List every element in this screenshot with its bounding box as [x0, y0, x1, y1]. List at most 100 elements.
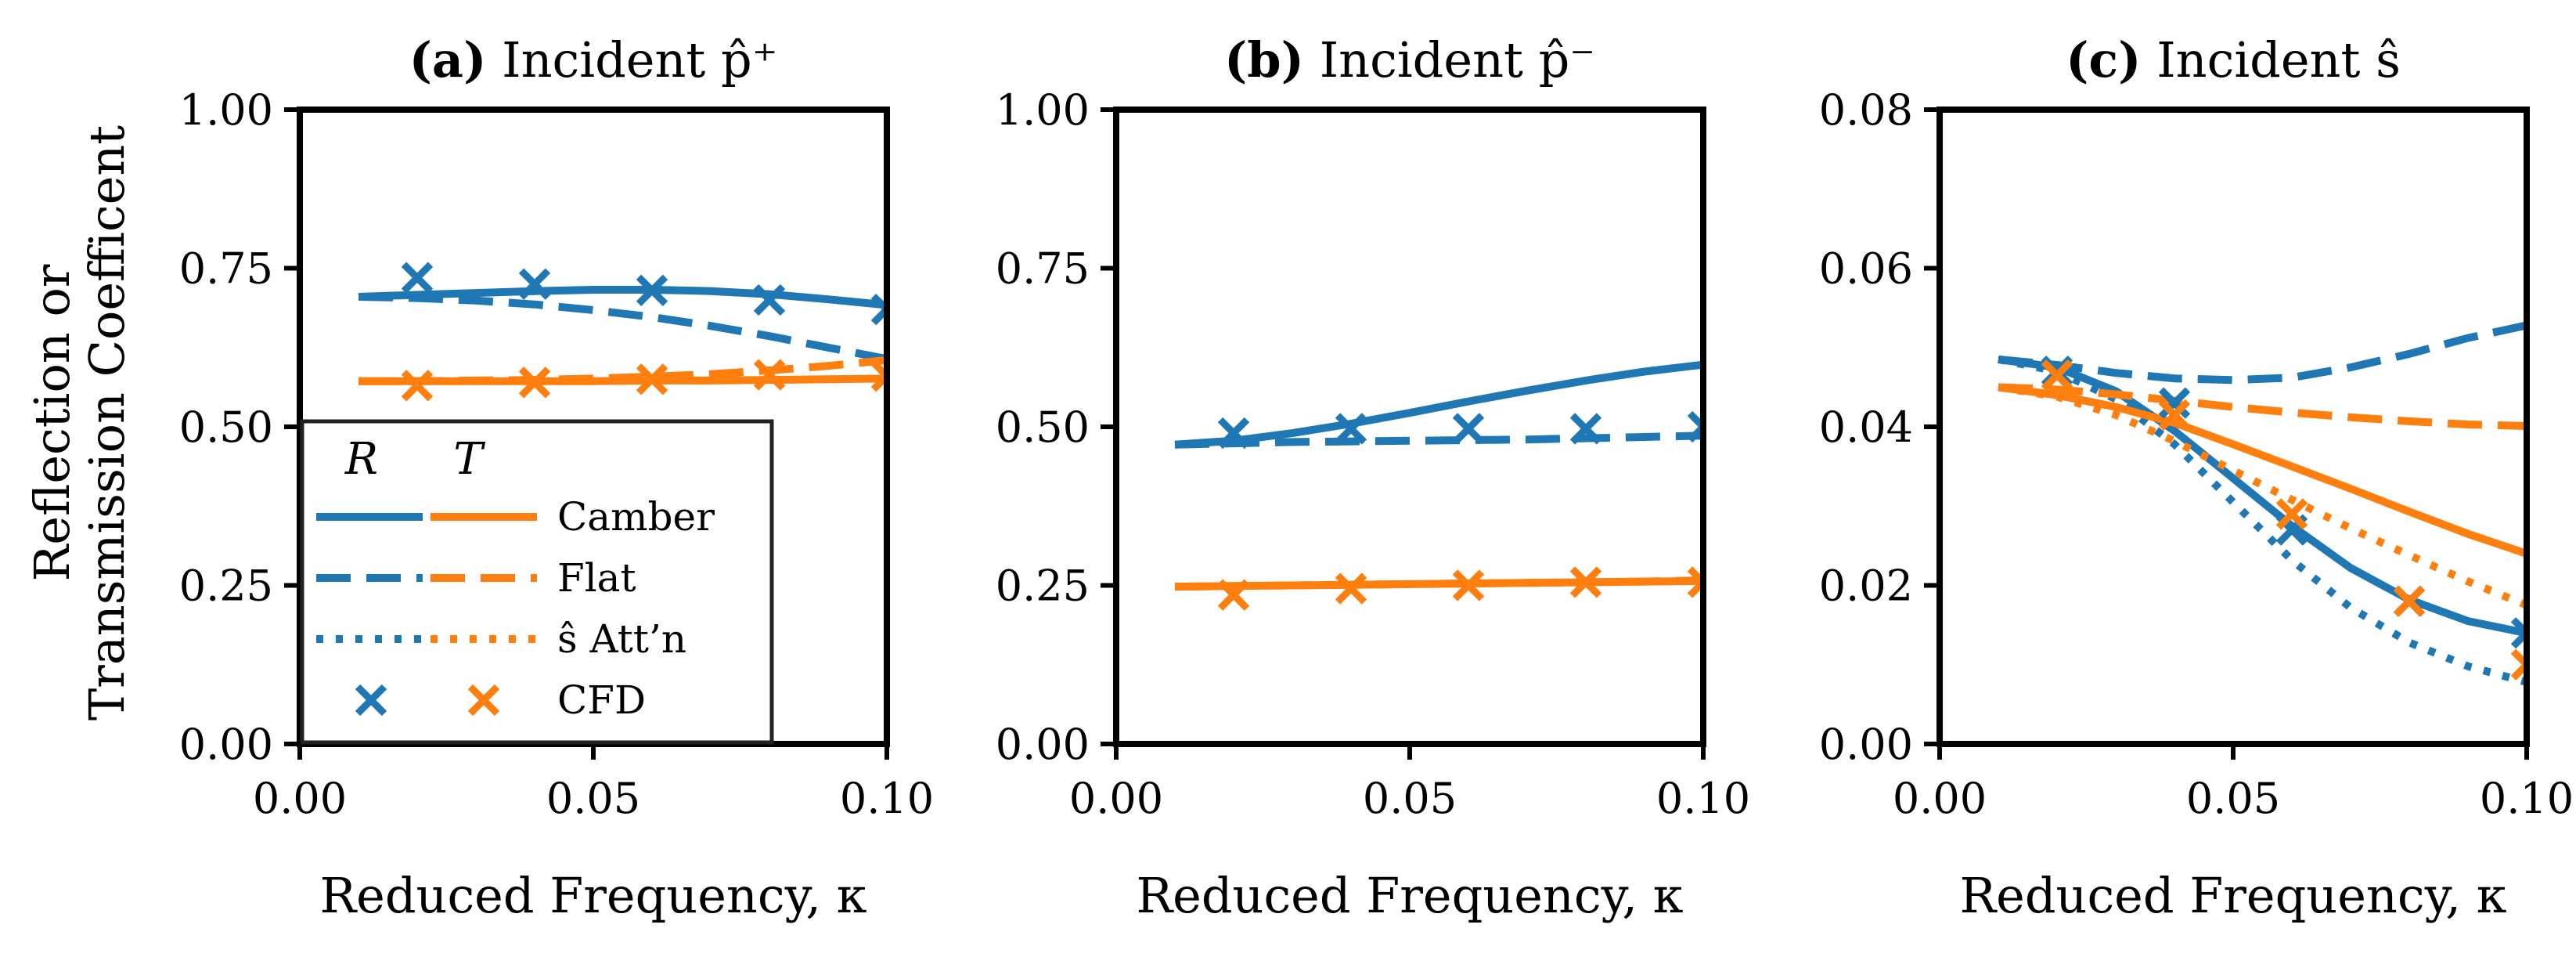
x-tick-label: 0.05: [1363, 774, 1457, 823]
legend-label: CFD: [557, 677, 646, 723]
legend-marker-transmission: [467, 684, 500, 717]
y-tick-label: 0.00: [179, 720, 273, 769]
y-tick-label: 0.04: [1819, 403, 1913, 452]
legend-header-transmission: T: [453, 434, 485, 485]
series-line: [1998, 355, 2527, 637]
cfd-marker-stroke-b: [1569, 566, 1602, 598]
series-line: [1998, 321, 2527, 385]
cfd-marker-stroke-b: [636, 363, 668, 395]
cfd-marker-stroke-b: [1335, 572, 1367, 605]
y-tick-label: 1.00: [179, 85, 273, 135]
cfd-marker: [401, 370, 434, 402]
cfd-marker-stroke-b: [1452, 413, 1485, 445]
series-line: [1174, 360, 1703, 449]
panel-b: (b) Incident p̂⁻ 0.00 0.25 0.50 0.75 1.00 0.00…: [996, 31, 1750, 924]
panel-title-text: Incident p̂⁺: [486, 31, 777, 88]
legend-marker-transmission-stroke-b: [467, 684, 500, 717]
x-tick-label: 0.00: [253, 774, 347, 823]
y-tick-label: 0.00: [1819, 720, 1913, 769]
y-tick-label: 0.50: [179, 403, 273, 452]
series-line: [1998, 383, 2527, 430]
cfd-marker-stroke-a: [2510, 617, 2527, 638]
cfd-marker-stroke-b: [2158, 387, 2191, 419]
cfd-marker: [1217, 417, 1250, 450]
cfd-marker-stroke-b: [2510, 627, 2527, 649]
cfd-marker-stroke-b: [753, 283, 786, 316]
y-tick-label: 0.25: [179, 562, 273, 611]
panel-title-letter: (a): [409, 31, 487, 88]
x-tick-label: 0.05: [546, 774, 640, 823]
series-line: [358, 286, 887, 309]
panel-title-text: Incident ŝ: [2141, 31, 2400, 88]
legend-marker-reflection-stroke-b: [355, 684, 387, 717]
panel-title: (b) Incident p̂⁻: [1224, 31, 1595, 88]
legend-item-marker: CFD: [355, 677, 646, 723]
legend-header-reflection: R: [344, 434, 378, 485]
cfd-marker-stroke-b: [636, 274, 668, 307]
cfd-marker-stroke-b: [870, 370, 887, 392]
cfd-marker: [636, 363, 668, 395]
y-tick-label: 0.75: [996, 244, 1090, 294]
cfd-marker: [2510, 648, 2527, 681]
plot-area: [1174, 360, 1703, 611]
cfd-marker-stroke-b: [1217, 417, 1250, 450]
cfd-marker: [1569, 566, 1602, 598]
x-tick-label: 0.10: [2480, 774, 2574, 823]
panel-c: (c) Incident ŝ 0.00 0.02 0.04 0.06 0.08 0.00 0.…: [1819, 31, 2574, 924]
y-tick-label: 0.25: [996, 562, 1090, 611]
cfd-marker: [870, 293, 887, 326]
cfd-marker-stroke-b: [1569, 413, 1602, 445]
series-line: [358, 356, 887, 385]
panel-title: (a) Incident p̂⁺: [409, 31, 778, 88]
plot-frame: [1113, 107, 1706, 747]
panel-a: (a) Incident p̂⁺ 0.00 0.25 0.50 0.75 1.00 0.00…: [179, 31, 934, 924]
cfd-marker: [1335, 572, 1367, 605]
legend-item-dotted: ŝ Att’n: [316, 616, 686, 662]
cfd-marker-stroke-a: [2510, 648, 2527, 670]
cfd-marker-stroke-b: [2393, 585, 2426, 617]
cfd-marker: [2393, 585, 2426, 617]
y-axis-label-line1: Reflection or: [23, 264, 81, 581]
cfd-marker-stroke-b: [1217, 579, 1250, 611]
x-tick-label: 0.00: [1069, 774, 1163, 823]
plot-area: [358, 262, 887, 402]
cfd-marker: [518, 268, 551, 300]
plot-area: [1998, 321, 2527, 686]
legend-item-solid: Camber: [316, 494, 715, 540]
panel-title: (c) Incident ŝ: [2066, 31, 2401, 88]
x-tick-label: 0.10: [840, 774, 934, 823]
cfd-marker: [401, 262, 434, 294]
cfd-marker: [1452, 569, 1485, 601]
plot-frame: [1937, 107, 2530, 747]
cfd-marker: [753, 283, 786, 316]
y-tick-label: 0.02: [1819, 562, 1913, 611]
cfd-marker-stroke-b: [1687, 577, 1703, 598]
cfd-marker: [1687, 566, 1703, 598]
cfd-marker-stroke-a: [870, 293, 887, 315]
cfd-marker-stroke-a: [870, 360, 887, 381]
cfd-marker: [1335, 413, 1367, 445]
panel-title-text: Incident p̂⁻: [1304, 31, 1595, 88]
series-line: [1998, 383, 2527, 558]
x-tick-label: 0.05: [2186, 774, 2280, 823]
panel-title-letter: (b): [1224, 31, 1304, 88]
legend: R T Camber Flat ŝ Att’n CFD: [300, 419, 774, 745]
series-line: [1174, 432, 1703, 449]
series-line: [1174, 576, 1703, 591]
y-tick-label: 0.06: [1819, 244, 1913, 294]
cfd-marker-stroke-b: [2275, 498, 2308, 530]
legend-label: Camber: [557, 494, 715, 540]
cfd-marker-stroke-b: [1452, 569, 1485, 601]
cfd-marker: [2041, 359, 2073, 392]
legend-label: ŝ Att’n: [557, 616, 686, 662]
cfd-marker-stroke-b: [2041, 359, 2073, 392]
cfd-marker: [1569, 413, 1602, 445]
cfd-marker-stroke-a: [1687, 566, 1703, 587]
cfd-marker: [1452, 413, 1485, 445]
x-axis-label: Reduced Frequency, κ: [1136, 867, 1683, 924]
series-line: [1998, 383, 2527, 609]
series-line: [358, 293, 887, 363]
cfd-marker-stroke-b: [1687, 421, 1703, 443]
cfd-marker-stroke-b: [401, 370, 434, 402]
